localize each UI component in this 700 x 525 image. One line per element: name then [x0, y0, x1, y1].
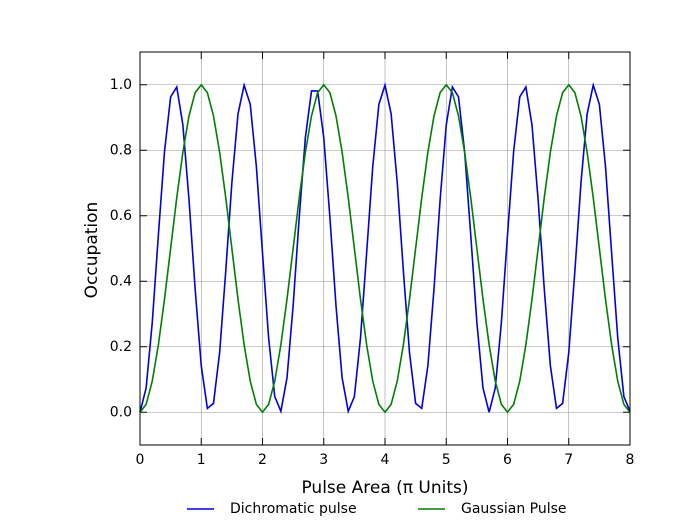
data-line	[139, 83, 631, 414]
data-line	[139, 81, 631, 415]
x-tick-label: 8	[626, 452, 635, 468]
x-tick-label: 5	[442, 452, 451, 468]
x-tick-label: 6	[503, 452, 512, 468]
y-tick-label: 0.4	[110, 273, 132, 289]
legend-label: Dichromatic pulse	[230, 501, 357, 517]
x-tick-label: 3	[319, 452, 328, 468]
y-axis-label: Occupation	[82, 202, 102, 299]
y-tick-label: 0.6	[110, 208, 132, 224]
x-tick-label: 7	[564, 452, 573, 468]
y-tick-label: 0.0	[110, 404, 132, 420]
y-tick-label: 0.2	[110, 339, 132, 355]
x-tick-label: 2	[258, 452, 267, 468]
x-tick-label: 0	[136, 452, 145, 468]
x-tick-label: 4	[381, 452, 390, 468]
y-tick-label: 1.0	[110, 77, 132, 93]
plot-frame	[139, 51, 631, 446]
x-tick-label: 1	[197, 452, 206, 468]
legend-label: Gaussian Pulse	[461, 501, 567, 517]
x-axis-label: Pulse Area (π Units)	[301, 478, 468, 498]
y-tick-label: 0.8	[110, 142, 132, 158]
